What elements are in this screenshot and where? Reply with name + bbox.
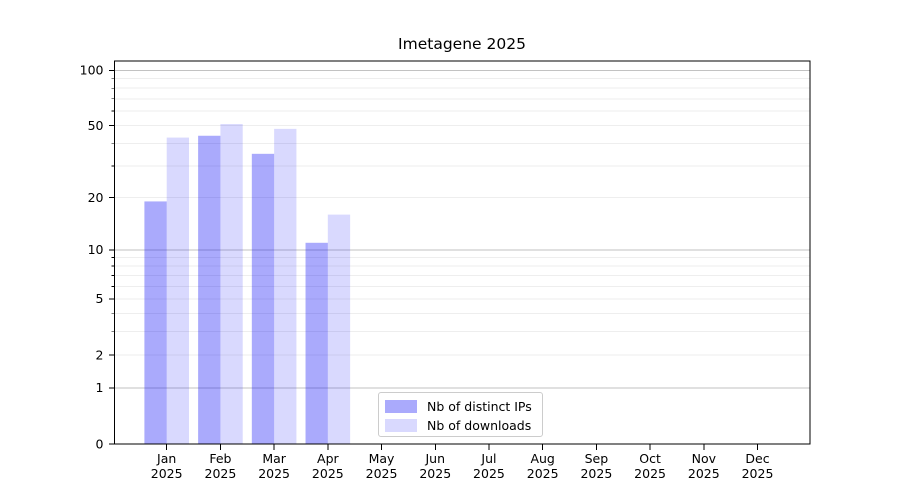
bar-jan-nb-of-distinct-ips [144,201,167,444]
x-tick-label-mar: Mar [262,451,286,466]
y-tick-label-0: 0 [96,436,104,451]
x-tick-label-sep-year: 2025 [580,466,612,481]
y-tick-label-20: 20 [88,190,104,205]
legend-swatch-downloads-icon [385,419,417,432]
x-tick-label-oct-year: 2025 [634,466,666,481]
plot-frame [114,60,811,445]
x-tick-label-jan: Jan [156,451,176,466]
x-tick-label-nov: Nov [692,451,717,466]
x-tick-label-oct: Oct [639,451,661,466]
x-tick-label-sep: Sep [585,451,609,466]
x-tick-label-jun-year: 2025 [419,466,451,481]
x-tick-label-may-year: 2025 [366,466,398,481]
bar-jan-nb-of-downloads [166,137,189,444]
bar-mar-nb-of-distinct-ips [251,153,275,444]
x-tick-label-aug-year: 2025 [527,466,559,481]
x-tick-label-may: May [369,451,395,466]
bar-mar-nb-of-downloads [274,128,297,444]
bar-feb-nb-of-distinct-ips [198,135,221,444]
y-tick-label-5: 5 [96,291,104,306]
x-tick-label-aug: Aug [530,451,554,466]
x-tick-label-dec-year: 2025 [742,466,774,481]
y-tick-label-100: 100 [80,63,104,78]
x-tick-label-apr-year: 2025 [312,466,344,481]
y-tick-label-10: 10 [88,242,104,257]
x-tick-label-feb: Feb [209,451,231,466]
legend: Nb of distinct IPs Nb of downloads [378,392,543,437]
legend-label-downloads: Nb of downloads [427,418,532,433]
y-tick-label-1: 1 [96,380,104,395]
bar-apr-nb-of-distinct-ips [305,242,328,444]
x-tick-label-apr: Apr [317,451,339,466]
legend-label-distinct-ips: Nb of distinct IPs [427,399,532,414]
y-tick-label-50: 50 [88,118,104,133]
legend-swatch-distinct-ips-icon [385,400,417,413]
x-tick-label-dec: Dec [745,451,769,466]
bar-feb-nb-of-downloads [220,124,243,444]
x-tick-label-jul: Jul [480,451,496,466]
legend-item-distinct-ips: Nb of distinct IPs [385,397,542,416]
x-tick-label-jun: Jun [424,451,445,466]
chart-title: Imetagene 2025 [398,35,526,53]
bar-apr-nb-of-downloads [327,214,351,444]
x-tick-label-jul-year: 2025 [473,466,505,481]
x-tick-label-mar-year: 2025 [258,466,290,481]
x-tick-label-feb-year: 2025 [205,466,237,481]
y-tick-label-2: 2 [96,347,104,362]
x-tick-label-jan-year: 2025 [151,466,183,481]
legend-item-downloads: Nb of downloads [385,416,542,435]
x-tick-label-nov-year: 2025 [688,466,720,481]
